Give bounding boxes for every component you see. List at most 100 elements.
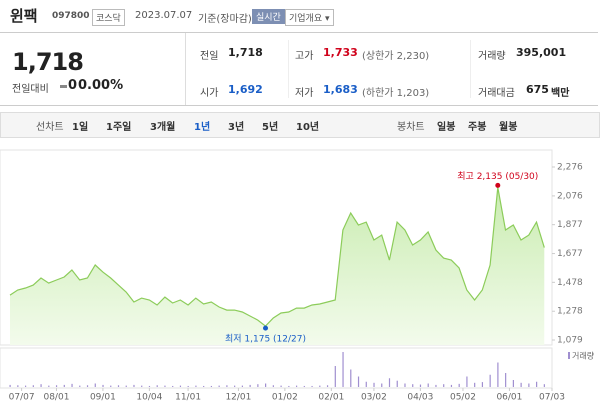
divider [185, 33, 186, 105]
y-tick-label: 2,076 [557, 191, 583, 201]
y-tick-label: 2,276 [557, 163, 583, 173]
item-label: 거래량 [478, 51, 506, 62]
change-label: 전일대비 [12, 84, 49, 95]
volume-bar [164, 385, 166, 387]
item-note: (하한가 1,203) [362, 88, 430, 99]
item-value: 1,683 [323, 83, 358, 96]
x-tick-label: 05/02 [450, 393, 476, 403]
volume-bar [218, 385, 220, 387]
volume-bar [195, 385, 197, 387]
price-area [10, 187, 545, 345]
y-tick-label: 1,478 [557, 278, 583, 288]
y-tick-label: 1,877 [557, 220, 583, 230]
volume-bar [412, 384, 414, 387]
period-tab[interactable]: 1년 [194, 122, 211, 133]
volume-bar [40, 384, 42, 387]
volume-bar [404, 383, 406, 387]
volume-bar [148, 385, 151, 387]
volume-bar [350, 369, 352, 387]
volume-bar [427, 383, 429, 387]
volume-bar [435, 384, 437, 387]
volume-bar [156, 385, 158, 387]
volume-bar [48, 385, 50, 387]
period-tab[interactable]: 1주일 [106, 122, 132, 133]
volume-bar [79, 385, 81, 387]
change-rate: 0.00% [78, 78, 124, 93]
volume-bar [481, 382, 484, 387]
item-label: 전일 [200, 51, 219, 62]
period-tab[interactable]: 3개월 [150, 122, 176, 133]
volume-bar [373, 382, 375, 387]
volume-bar [55, 385, 58, 387]
candle-tab[interactable]: 월봉 [499, 122, 518, 133]
chart: 1,079 1,278 1,478 1,677 1,877 2,076 2,276 07/07… [0, 149, 595, 403]
candle-tab[interactable]: 일봉 [437, 122, 456, 133]
volume-bar [249, 384, 251, 387]
basis: 기준(장마감) [198, 14, 252, 25]
volume-bar [512, 380, 514, 387]
price-line [9, 187, 545, 327]
realtime-button[interactable]: 실시간 [252, 9, 285, 24]
company-info-button[interactable]: 기업개요 ▾ [285, 9, 334, 26]
volume-bar [528, 383, 530, 387]
volume-bar [272, 385, 274, 387]
tab-bar [0, 112, 600, 138]
period-tab[interactable]: 1일 [72, 122, 89, 133]
volume-bar [141, 385, 143, 387]
volume-legend: 거래량 [572, 351, 595, 361]
y-tick-label: 1,079 [557, 336, 583, 346]
change: 0 [68, 78, 78, 93]
x-tick-label: 12/01 [225, 393, 251, 403]
company-info-label: 기업개요 [289, 14, 323, 24]
item-note: (상한가 2,230) [362, 51, 430, 62]
volume-bar [326, 385, 329, 387]
x-tick-label: 09/01 [90, 393, 116, 403]
item-value: 1,733 [323, 46, 358, 59]
x-tick-label: 10/04 [136, 393, 162, 403]
price: 1,718 [12, 48, 84, 76]
tab-label: 선차트 [36, 122, 64, 133]
date: 2023.07.07 [135, 10, 193, 21]
volume-bar [458, 383, 460, 387]
volume-bar [466, 376, 468, 387]
period-tab[interactable]: 5년 [262, 122, 279, 133]
item-label: 거래대금 [478, 88, 515, 99]
quote-box [0, 32, 598, 106]
x-tick-label: 06/01 [496, 393, 522, 403]
volume-bar [63, 384, 65, 387]
volume-bar [226, 385, 228, 387]
item-unit: 백만 [551, 88, 570, 99]
volume-bar [125, 385, 127, 387]
volume-bar [24, 385, 27, 387]
volume-bar [311, 385, 313, 387]
item-value: 395,001 [516, 46, 567, 59]
volume-bar [71, 383, 73, 387]
volume-bar [357, 376, 360, 387]
x-tick-label: 11/01 [175, 393, 201, 403]
stock-code: 097800 [52, 11, 90, 21]
market-badge: 코스닥 [92, 9, 125, 26]
volume-bar [365, 381, 367, 387]
volume-bar [17, 385, 19, 387]
item-value: 675 [526, 83, 549, 96]
volume-bar [342, 352, 344, 387]
stock-name: 윈팩 [10, 7, 38, 25]
period-tab[interactable]: 3년 [228, 122, 245, 133]
y-tick-label: 1,278 [557, 307, 583, 317]
volume-bar [489, 374, 491, 387]
x-tick-label: 03/02 [361, 393, 387, 403]
divider [470, 40, 471, 98]
candle-tab[interactable]: 주봉 [468, 122, 487, 133]
low-marker [263, 325, 269, 331]
volume-bar [497, 362, 499, 387]
volume-bar [102, 384, 104, 387]
divider [288, 40, 289, 98]
x-tick-label: 08/01 [43, 393, 69, 403]
volume-bar [86, 385, 89, 387]
high-label: 최고 2,135 (05/30) [457, 171, 538, 182]
volume-bar [241, 385, 243, 387]
volume-bar [203, 385, 205, 387]
period-tab[interactable]: 10년 [296, 122, 320, 133]
item-label: 고가 [295, 51, 314, 62]
item-label: 저가 [295, 88, 314, 99]
